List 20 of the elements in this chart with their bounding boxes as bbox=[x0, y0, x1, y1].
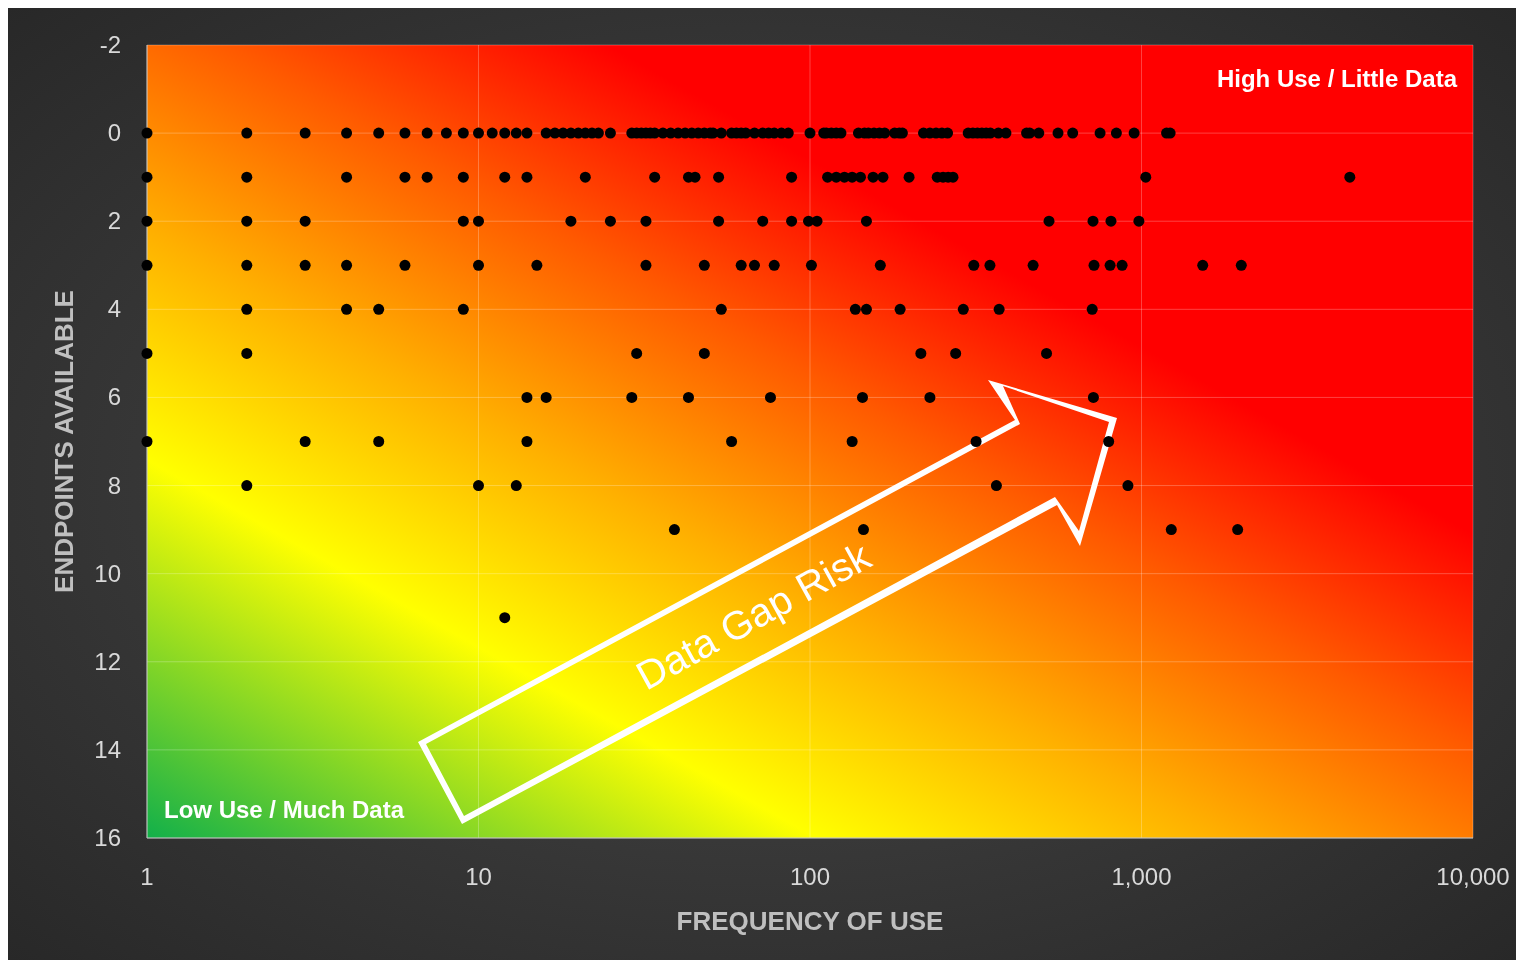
y-tick-label: 8 bbox=[107, 471, 121, 499]
x-tick-label: 1,000 bbox=[1111, 863, 1172, 890]
x-tick-label: 100 bbox=[789, 863, 831, 890]
y-axis-title: ENDPOINTS AVAILABLE bbox=[49, 290, 79, 593]
y-tick-label: 6 bbox=[107, 383, 121, 411]
y-tick-label: 14 bbox=[94, 735, 121, 763]
x-axis-title: FREQUENCY OF USE bbox=[676, 906, 944, 936]
y-tick-label: 12 bbox=[94, 647, 121, 675]
annotation: High Use / Little Data bbox=[1216, 65, 1458, 92]
y-tick-label: 2 bbox=[107, 207, 121, 235]
y-tick-label: 16 bbox=[94, 824, 121, 851]
x-tick-label: 10 bbox=[465, 863, 492, 890]
x-tick-label: 1 bbox=[140, 863, 154, 890]
y-tick-label: 4 bbox=[107, 295, 121, 323]
annotation: Data Gap Risk bbox=[628, 532, 879, 699]
annotation: Low Use / Much Data bbox=[164, 796, 405, 823]
y-tick-label: 0 bbox=[107, 119, 121, 147]
x-tick-label: 10,000 bbox=[1436, 863, 1510, 890]
y-tick-label: -2 bbox=[99, 31, 121, 58]
y-tick-label: 10 bbox=[94, 559, 121, 587]
